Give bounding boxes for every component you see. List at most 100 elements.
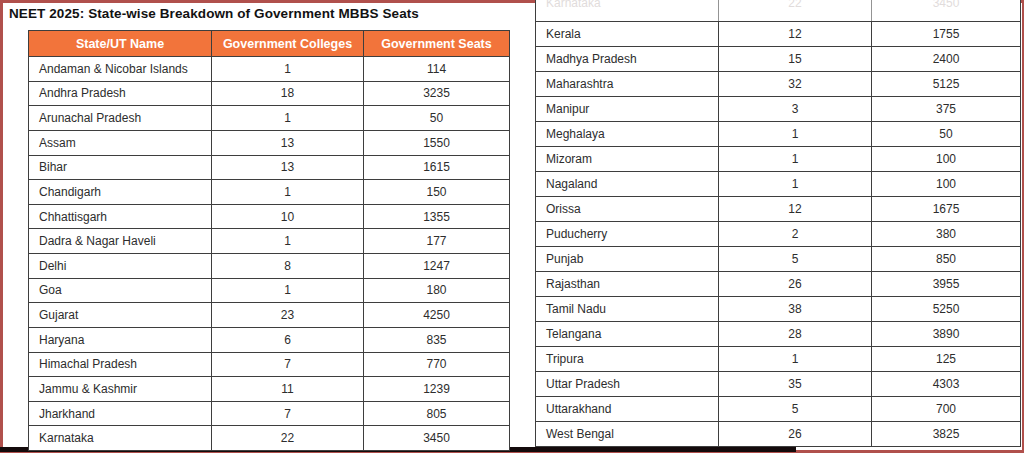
table-row: Uttar Pradesh 35 4303 [536, 372, 1020, 397]
table-row: Mizoram 1 100 [536, 147, 1020, 172]
ghost-cutoff-row: Karnataka 22 3450 [536, 0, 1020, 22]
colleges-count-cell: 22 [212, 426, 364, 450]
table-row: Orissa 12 1675 [536, 197, 1020, 222]
table-row: Tripura 1 125 [536, 347, 1020, 372]
state-name-cell: Himachal Pradesh [29, 353, 212, 377]
seats-table-right: Karnataka 22 3450 Kerala 12 1755 Madhya … [535, 0, 1021, 447]
seats-count-cell: 770 [364, 353, 509, 377]
table-row: Gujarat 23 4250 [29, 303, 509, 328]
colleges-count-cell: 18 [212, 82, 364, 106]
seats-count-cell: 380 [872, 222, 1020, 246]
seats-count-cell: 177 [364, 229, 509, 253]
column-header-colleges: Government Colleges [212, 31, 364, 56]
table-row: Dadra & Nagar Haveli 1 177 [29, 229, 509, 254]
state-name-cell: Gujarat [29, 303, 212, 327]
table-row: Manipur 3 375 [536, 97, 1020, 122]
seats-count-cell: 805 [364, 402, 509, 426]
colleges-count-cell: 22 [719, 0, 872, 21]
state-name-cell: Andaman & Nicobar Islands [29, 57, 212, 81]
colleges-count-cell: 5 [719, 247, 872, 271]
table-row: Jharkhand 7 805 [29, 402, 509, 427]
state-name-cell: Jammu & Kashmir [29, 377, 212, 401]
seats-count-cell: 150 [364, 180, 509, 204]
seats-count-cell: 4303 [872, 372, 1020, 396]
seats-count-cell: 100 [872, 172, 1020, 196]
state-name-cell: Jharkhand [29, 402, 212, 426]
table-row: Madhya Pradesh 15 2400 [536, 47, 1020, 72]
document-page: NEET 2025: State-wise Breakdown of Gover… [0, 0, 1024, 453]
seats-count-cell: 5125 [872, 72, 1020, 96]
table-row: Jammu & Kashmir 11 1239 [29, 377, 509, 402]
colleges-count-cell: 38 [719, 297, 872, 321]
table-row: Arunachal Pradesh 1 50 [29, 106, 509, 131]
seats-count-cell: 180 [364, 279, 509, 303]
state-name-cell: Manipur [536, 97, 719, 121]
seats-count-cell: 1239 [364, 377, 509, 401]
state-name-cell: Chhattisgarh [29, 205, 212, 229]
table-row: Bihar 13 1615 [29, 156, 509, 181]
state-name-cell: Arunachal Pradesh [29, 106, 212, 130]
state-name-cell: West Bengal [536, 422, 719, 446]
state-name-cell: Assam [29, 131, 212, 155]
colleges-count-cell: 13 [212, 156, 364, 180]
state-name-cell: Madhya Pradesh [536, 47, 719, 71]
colleges-count-cell: 3 [719, 97, 872, 121]
column-header-seats: Government Seats [364, 31, 509, 56]
seats-count-cell: 100 [872, 147, 1020, 171]
colleges-count-cell: 1 [212, 229, 364, 253]
page-border-left [0, 0, 3, 453]
colleges-count-cell: 7 [212, 353, 364, 377]
colleges-count-cell: 23 [212, 303, 364, 327]
seats-count-cell: 3450 [364, 426, 509, 450]
state-name-cell: Telangana [536, 322, 719, 346]
colleges-count-cell: 11 [212, 377, 364, 401]
seats-count-cell: 3955 [872, 272, 1020, 296]
table-row: Assam 13 1550 [29, 131, 509, 156]
seats-count-cell: 1755 [872, 22, 1020, 46]
state-name-cell: Mizoram [536, 147, 719, 171]
seats-count-cell: 1247 [364, 254, 509, 278]
colleges-count-cell: 1 [719, 347, 872, 371]
seats-count-cell: 125 [872, 347, 1020, 371]
state-name-cell: Uttarakhand [536, 397, 719, 421]
state-name-cell: Tamil Nadu [536, 297, 719, 321]
colleges-count-cell: 26 [719, 422, 872, 446]
state-name-cell: Orissa [536, 197, 719, 221]
table-row: Andhra Pradesh 18 3235 [29, 82, 509, 107]
state-name-cell: Tripura [536, 347, 719, 371]
seats-count-cell: 2400 [872, 47, 1020, 71]
colleges-count-cell: 1 [719, 172, 872, 196]
seats-count-cell: 4250 [364, 303, 509, 327]
colleges-count-cell: 32 [719, 72, 872, 96]
colleges-count-cell: 1 [719, 122, 872, 146]
colleges-count-cell: 10 [212, 205, 364, 229]
seats-count-cell: 1675 [872, 197, 1020, 221]
table-row: Delhi 8 1247 [29, 254, 509, 279]
seats-count-cell: 835 [364, 328, 509, 352]
state-name-cell: Karnataka [29, 426, 212, 450]
colleges-count-cell: 1 [212, 180, 364, 204]
table-row: Tamil Nadu 38 5250 [536, 297, 1020, 322]
state-name-cell: Bihar [29, 156, 212, 180]
table-row: Andaman & Nicobar Islands 1 114 [29, 57, 509, 82]
state-name-cell: Nagaland [536, 172, 719, 196]
colleges-count-cell: 15 [719, 47, 872, 71]
seats-count-cell: 375 [872, 97, 1020, 121]
colleges-count-cell: 2 [719, 222, 872, 246]
colleges-count-cell: 8 [212, 254, 364, 278]
table-row: Puducherry 2 380 [536, 222, 1020, 247]
seats-count-cell: 1550 [364, 131, 509, 155]
colleges-count-cell: 5 [719, 397, 872, 421]
seats-count-cell: 50 [872, 122, 1020, 146]
table-row: Uttarakhand 5 700 [536, 397, 1020, 422]
table-row: Himachal Pradesh 7 770 [29, 353, 509, 378]
table-row: Punjab 5 850 [536, 247, 1020, 272]
seats-count-cell: 1615 [364, 156, 509, 180]
table-row: Rajasthan 26 3955 [536, 272, 1020, 297]
table-row: Nagaland 1 100 [536, 172, 1020, 197]
state-name-cell: Karnataka [536, 0, 719, 21]
seats-table-left: State/UT Name Government Colleges Govern… [28, 30, 510, 451]
state-name-cell: Uttar Pradesh [536, 372, 719, 396]
seats-count-cell: 3450 [872, 0, 1020, 21]
column-header-state: State/UT Name [29, 31, 212, 56]
